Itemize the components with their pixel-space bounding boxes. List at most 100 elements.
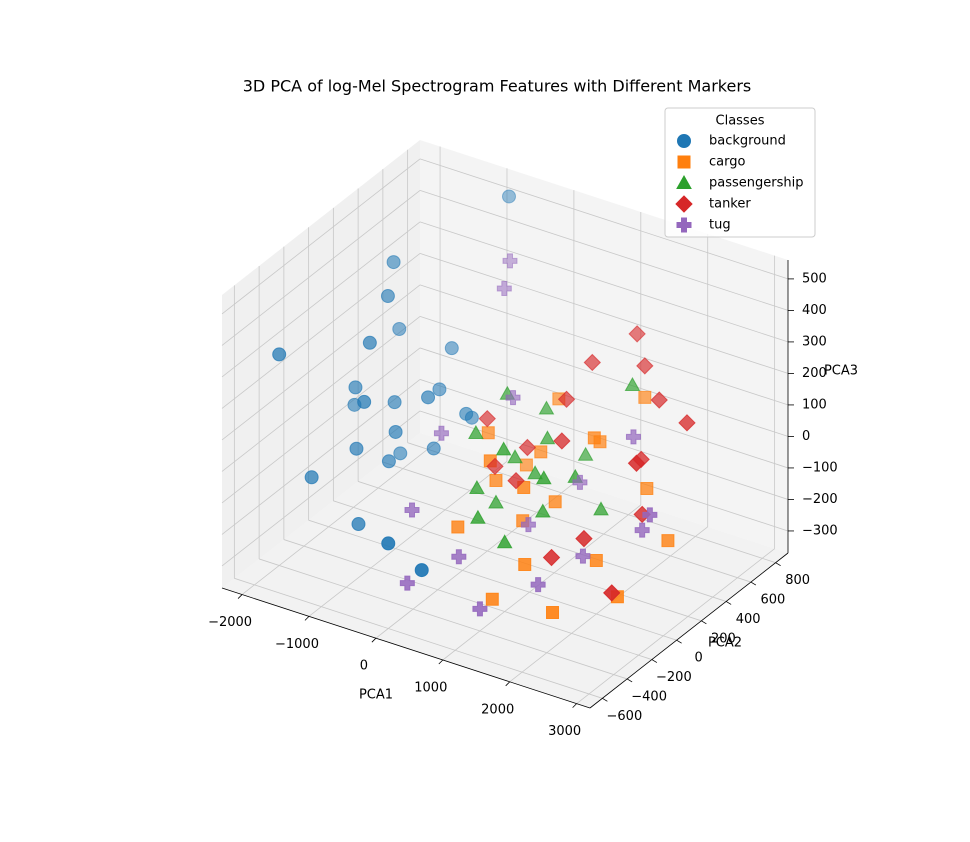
point — [519, 458, 533, 472]
y-grid-line — [234, 577, 603, 699]
y-tick-label: −200 — [656, 670, 692, 685]
x-tick-label: 0 — [360, 659, 368, 674]
point — [414, 563, 429, 578]
point — [520, 517, 536, 533]
point — [557, 390, 576, 409]
point — [678, 414, 696, 432]
x-tick — [237, 594, 243, 599]
point — [634, 522, 650, 538]
z-grid-line — [221, 347, 421, 504]
point — [451, 549, 467, 565]
point — [650, 391, 668, 409]
chart-title: 3D PCA of log-Mel Spectrogram Features w… — [243, 77, 752, 96]
point — [577, 446, 594, 461]
y-tick — [676, 639, 682, 644]
z-grid-line — [419, 347, 789, 469]
z-grid-line — [221, 410, 421, 567]
point — [642, 507, 658, 523]
x-tick-label: −1000 — [275, 637, 319, 652]
point — [495, 441, 512, 456]
point — [583, 353, 602, 372]
left-pane — [222, 140, 420, 588]
point — [451, 520, 465, 534]
z-grid-line — [419, 316, 789, 437]
point — [534, 445, 548, 459]
legend-marker — [676, 174, 692, 189]
floor-pane — [222, 433, 788, 708]
y-grid-line — [308, 519, 677, 641]
point — [272, 347, 287, 362]
y-tick-label: −600 — [607, 709, 643, 724]
z-grid-line — [419, 284, 789, 406]
y-tick — [602, 697, 608, 702]
z-tick-label: 300 — [802, 334, 827, 349]
point — [624, 376, 641, 392]
y-grid-line — [259, 558, 628, 680]
point — [661, 534, 675, 548]
z-grid-line — [221, 284, 421, 441]
y-tick-label: 800 — [785, 573, 810, 588]
point — [468, 424, 484, 439]
z-axis-label: PCA3 — [824, 364, 858, 379]
point — [304, 470, 319, 485]
point — [348, 380, 363, 395]
axis-line — [221, 587, 591, 709]
point — [444, 341, 459, 356]
point — [496, 534, 513, 549]
y-tick-label: 200 — [711, 631, 736, 646]
y-tick — [750, 581, 757, 586]
point — [636, 357, 654, 375]
point — [530, 577, 546, 593]
x-tick-label: 3000 — [548, 724, 581, 739]
point — [593, 501, 609, 516]
legend-label: tug — [709, 218, 731, 233]
point — [481, 426, 495, 440]
points — [272, 189, 696, 620]
point — [459, 406, 474, 421]
back-pane — [420, 140, 788, 553]
axes: −2000−10000100020003000−600−400−20002004… — [208, 260, 838, 739]
z-tick-label: −200 — [802, 492, 838, 507]
x-tick — [371, 637, 377, 643]
axis-line — [589, 552, 789, 709]
point — [380, 289, 395, 304]
point — [351, 517, 366, 532]
point — [502, 253, 518, 269]
z-grid-line — [221, 253, 421, 409]
y-grid-line — [407, 442, 776, 564]
x-tick-label: 1000 — [414, 681, 447, 696]
x-tick — [304, 616, 310, 621]
legend-marker — [675, 195, 693, 213]
y-grid-line — [283, 539, 652, 660]
z-tick-label: −300 — [802, 523, 838, 538]
z-tick-label: 200 — [802, 366, 827, 381]
x-grid-line — [241, 439, 441, 595]
z-grid-line — [419, 410, 789, 532]
x-tick-label: −2000 — [208, 615, 252, 630]
y-tick — [775, 562, 781, 567]
x-axis-label: PCA1 — [359, 688, 393, 703]
z-tick-label: −100 — [802, 460, 838, 475]
point — [542, 548, 561, 567]
point — [393, 446, 408, 461]
legend-marker — [677, 155, 691, 169]
point — [399, 575, 415, 591]
point — [638, 390, 652, 404]
z-tick-label: 500 — [802, 271, 827, 286]
point — [628, 325, 646, 343]
point — [527, 465, 543, 480]
point — [388, 424, 403, 439]
point — [362, 335, 377, 350]
x-tick — [505, 681, 510, 687]
legend-label: background — [709, 134, 786, 149]
y-axis-label: PCA2 — [708, 636, 742, 651]
point — [347, 397, 362, 412]
y-tick — [626, 678, 633, 683]
point — [387, 395, 402, 410]
legend-label: tanker — [709, 197, 751, 212]
x-grid-line — [576, 548, 775, 704]
point — [625, 429, 641, 445]
point — [589, 553, 603, 567]
legend-marker — [677, 134, 691, 148]
